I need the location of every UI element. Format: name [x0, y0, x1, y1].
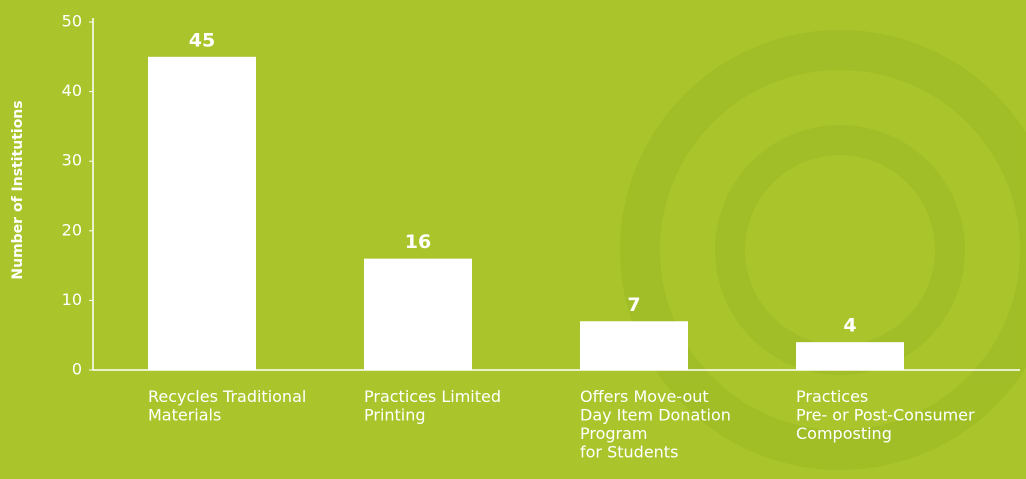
x-tick-label: Practices Pre- or Post-Consumer Composting: [796, 387, 975, 443]
x-tick-label: Offers Move-out Day Item Donation Program f…: [580, 387, 731, 462]
y-tick-label: 20: [62, 220, 82, 239]
x-tick-label: Practices Limited Printing: [364, 387, 501, 425]
value-label: 16: [405, 231, 431, 253]
value-label: 4: [843, 315, 856, 337]
watermark-ring: [620, 30, 1026, 470]
y-tick-label: 0: [72, 360, 82, 379]
watermark-inner: [715, 125, 965, 375]
y-tick-label: 50: [62, 12, 82, 31]
y-tick-label: 10: [62, 290, 82, 309]
value-label: 7: [627, 294, 640, 316]
y-tick-label: 40: [62, 81, 82, 100]
x-tick-label: Recycles Traditional Materials: [148, 387, 306, 425]
y-axis-label: Number of Institutions: [10, 100, 26, 279]
value-label: 45: [189, 29, 215, 51]
bar: [364, 258, 472, 370]
bar: [580, 321, 688, 370]
bar: [796, 342, 904, 370]
y-tick-label: 30: [62, 151, 82, 170]
bar: [148, 56, 256, 371]
